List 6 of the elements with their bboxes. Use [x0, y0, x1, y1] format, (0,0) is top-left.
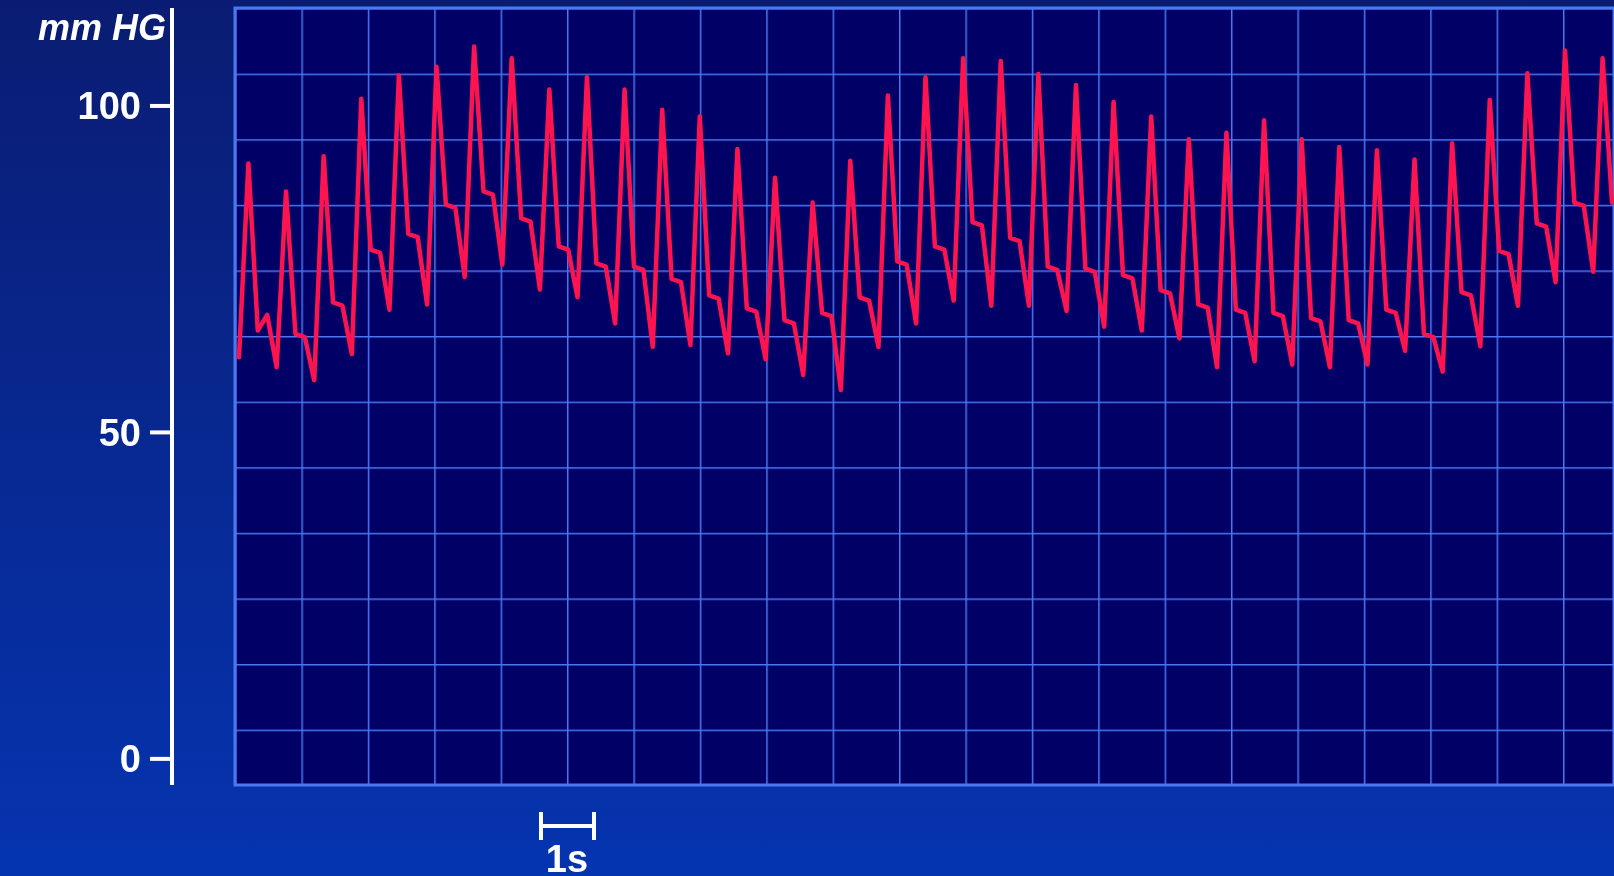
y-tick-label: 0	[119, 738, 141, 781]
line-series	[236, 44, 1614, 393]
y-axis-title: mm HG	[37, 7, 166, 48]
y-tick-label: 50	[98, 411, 141, 454]
y-tick-label: 100	[77, 85, 141, 128]
text: 1s	[545, 838, 589, 876]
